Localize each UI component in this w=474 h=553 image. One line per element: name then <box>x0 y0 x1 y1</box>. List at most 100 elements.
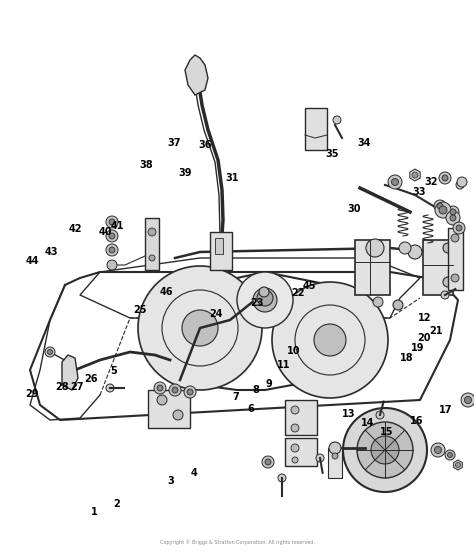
Bar <box>210 232 232 270</box>
Text: 43: 43 <box>45 247 58 257</box>
Text: Copyright © Briggs & Stratton Corporation. All rights reserved.: Copyright © Briggs & Stratton Corporatio… <box>160 539 314 545</box>
Circle shape <box>439 172 451 184</box>
Text: 27: 27 <box>70 382 83 392</box>
Text: 21: 21 <box>429 326 443 336</box>
Circle shape <box>45 347 55 357</box>
Circle shape <box>109 233 115 239</box>
Text: 40: 40 <box>99 227 112 237</box>
Text: 3: 3 <box>167 476 174 486</box>
Circle shape <box>106 244 118 256</box>
Text: 37: 37 <box>168 138 181 148</box>
Text: 1: 1 <box>91 507 98 517</box>
Circle shape <box>441 291 449 299</box>
Text: 13: 13 <box>342 409 355 419</box>
Bar <box>285 438 317 466</box>
Bar <box>423 240 453 295</box>
Circle shape <box>399 242 411 254</box>
Circle shape <box>457 177 467 187</box>
Text: 6: 6 <box>248 404 255 414</box>
Circle shape <box>373 297 383 307</box>
Text: 19: 19 <box>411 343 425 353</box>
Text: 12: 12 <box>418 313 431 323</box>
Circle shape <box>394 301 402 309</box>
Circle shape <box>393 300 403 310</box>
Circle shape <box>259 287 269 297</box>
Text: 22: 22 <box>291 288 304 298</box>
Circle shape <box>408 245 422 259</box>
Text: 5: 5 <box>110 366 117 375</box>
Text: 33: 33 <box>413 187 426 197</box>
Circle shape <box>329 442 341 454</box>
Bar <box>305 108 327 150</box>
Circle shape <box>262 456 274 468</box>
Circle shape <box>173 410 183 420</box>
Text: 7: 7 <box>233 392 239 402</box>
Circle shape <box>109 219 115 225</box>
Circle shape <box>453 222 465 234</box>
Circle shape <box>257 290 273 306</box>
Bar <box>328 448 342 478</box>
Text: 35: 35 <box>325 149 338 159</box>
Circle shape <box>446 211 460 225</box>
Text: 34: 34 <box>357 138 371 148</box>
Circle shape <box>332 453 338 459</box>
Circle shape <box>291 444 299 452</box>
Text: 45: 45 <box>302 281 316 291</box>
Text: 15: 15 <box>380 427 393 437</box>
Text: 10: 10 <box>287 346 301 356</box>
Circle shape <box>157 395 167 405</box>
Circle shape <box>465 397 472 404</box>
Polygon shape <box>454 460 462 470</box>
Polygon shape <box>62 355 78 390</box>
Circle shape <box>456 462 461 467</box>
Circle shape <box>106 216 118 228</box>
Text: 20: 20 <box>418 333 431 343</box>
Bar <box>355 240 390 295</box>
Text: 11: 11 <box>277 360 290 370</box>
Text: 44: 44 <box>26 256 39 266</box>
Bar <box>148 390 190 428</box>
Circle shape <box>376 411 384 419</box>
Text: 14: 14 <box>361 418 374 428</box>
Circle shape <box>314 324 346 356</box>
Circle shape <box>138 266 262 390</box>
Circle shape <box>106 384 114 392</box>
Circle shape <box>439 206 447 214</box>
Text: 4: 4 <box>191 468 198 478</box>
Circle shape <box>291 406 299 414</box>
Circle shape <box>278 474 286 482</box>
Text: 17: 17 <box>439 405 452 415</box>
Circle shape <box>412 172 418 178</box>
Circle shape <box>157 385 163 391</box>
Circle shape <box>443 243 453 253</box>
Circle shape <box>374 298 382 306</box>
Text: 41: 41 <box>111 221 124 231</box>
Text: 2: 2 <box>113 499 119 509</box>
Circle shape <box>437 203 443 209</box>
Circle shape <box>187 389 193 395</box>
Circle shape <box>47 349 53 354</box>
Circle shape <box>333 116 341 124</box>
Circle shape <box>357 422 413 478</box>
Text: 29: 29 <box>26 389 39 399</box>
Text: 26: 26 <box>84 374 98 384</box>
Text: 38: 38 <box>139 160 153 170</box>
Circle shape <box>451 274 459 282</box>
Bar <box>215 238 223 254</box>
Circle shape <box>316 454 324 462</box>
Text: 31: 31 <box>226 173 239 183</box>
Bar <box>448 228 463 290</box>
Circle shape <box>445 450 455 460</box>
Text: 25: 25 <box>133 305 146 315</box>
Text: 32: 32 <box>425 178 438 187</box>
Circle shape <box>172 387 178 393</box>
Circle shape <box>388 175 402 189</box>
Text: 46: 46 <box>160 287 173 297</box>
Circle shape <box>435 202 451 218</box>
Circle shape <box>265 459 271 465</box>
Circle shape <box>169 384 181 396</box>
Bar <box>145 218 159 270</box>
Circle shape <box>107 260 117 270</box>
Circle shape <box>447 206 459 218</box>
Circle shape <box>106 230 118 242</box>
